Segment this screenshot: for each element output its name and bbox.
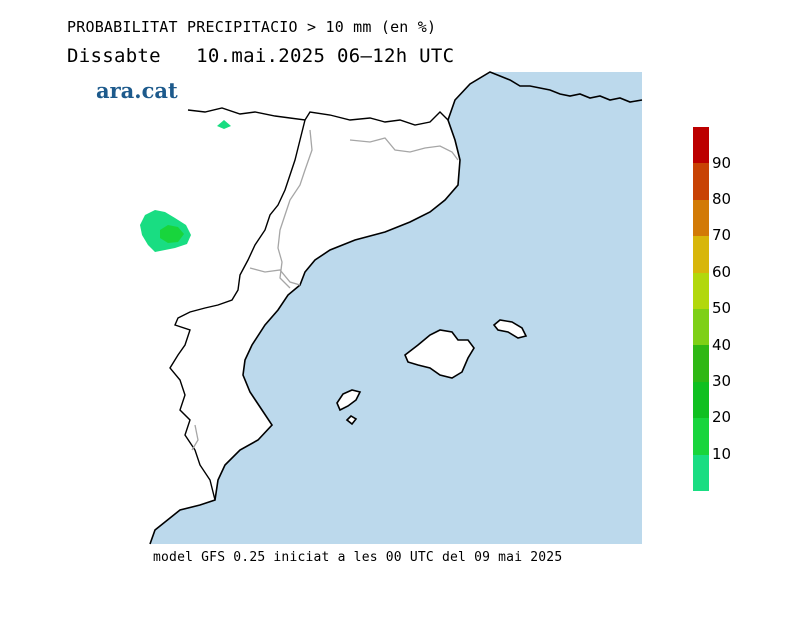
color-scale-legend	[693, 127, 709, 491]
menorca-island	[492, 319, 528, 339]
regional-boundary	[191, 424, 199, 451]
legend-tick: 50	[712, 299, 732, 317]
legend-tick: 10	[712, 445, 732, 463]
western-border	[169, 119, 306, 501]
legend-swatch	[693, 454, 709, 491]
map-subtitle: Dissabte 10.mai.2025 06–12h UTC	[67, 45, 455, 67]
legend-swatch	[693, 418, 709, 455]
mallorca-island	[404, 329, 475, 379]
formentera-island	[345, 414, 358, 426]
legend-swatch	[693, 163, 709, 200]
ibiza-island	[336, 389, 362, 412]
legend-tick: 40	[712, 336, 732, 354]
regional-boundary	[349, 137, 459, 161]
legend-swatch	[693, 345, 709, 382]
legend-swatch	[693, 199, 709, 237]
legend-swatch	[693, 236, 709, 273]
legend-tick: 60	[712, 263, 732, 281]
coastline	[149, 71, 643, 545]
legend-tick: 70	[712, 226, 732, 244]
legend-swatch	[693, 381, 709, 419]
land-mainland	[150, 72, 490, 544]
ara-cat-logo: ara.cat	[96, 78, 178, 103]
precip-area-20-30	[160, 225, 184, 243]
legend-swatch	[693, 308, 709, 346]
legend-tick: 80	[712, 190, 732, 208]
legend-tick: 20	[712, 408, 732, 426]
legend-tick: 30	[712, 372, 732, 390]
map-title: PROBABILITAT PRECIPITACIO > 10 mm (en %)	[67, 18, 437, 36]
regional-boundary	[277, 129, 313, 289]
model-info-footer: model GFS 0.25 iniciat a les 00 UTC del …	[153, 550, 563, 565]
legend-swatch	[693, 272, 709, 309]
precip-area-10-20	[217, 120, 231, 129]
legend-tick: 90	[712, 154, 732, 172]
legend-swatch	[693, 127, 709, 164]
northern-border	[187, 107, 449, 126]
regional-boundary	[249, 267, 301, 286]
